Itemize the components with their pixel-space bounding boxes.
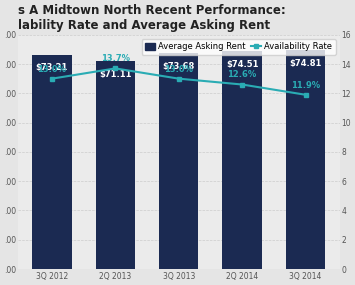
Bar <box>223 51 262 269</box>
Text: 13.7%: 13.7% <box>101 54 130 63</box>
Text: $71.11: $71.11 <box>99 70 132 79</box>
Bar <box>286 50 325 269</box>
Text: 12.6%: 12.6% <box>228 70 257 80</box>
Text: $73.68: $73.68 <box>163 62 195 71</box>
Text: 13.0%: 13.0% <box>164 64 193 74</box>
Bar <box>159 53 198 269</box>
Text: $74.51: $74.51 <box>226 60 258 69</box>
Legend: Average Asking Rent, Availability Rate: Average Asking Rent, Availability Rate <box>142 39 336 54</box>
Text: $74.81: $74.81 <box>289 59 322 68</box>
Bar <box>32 55 72 269</box>
Text: 13.0%: 13.0% <box>38 64 66 74</box>
Bar <box>96 61 135 269</box>
Text: $73.21: $73.21 <box>36 63 68 72</box>
Text: 11.9%: 11.9% <box>291 81 320 90</box>
Text: s A Midtown North Recent Performance:
lability Rate and Average Asking Rent: s A Midtown North Recent Performance: la… <box>18 4 285 32</box>
